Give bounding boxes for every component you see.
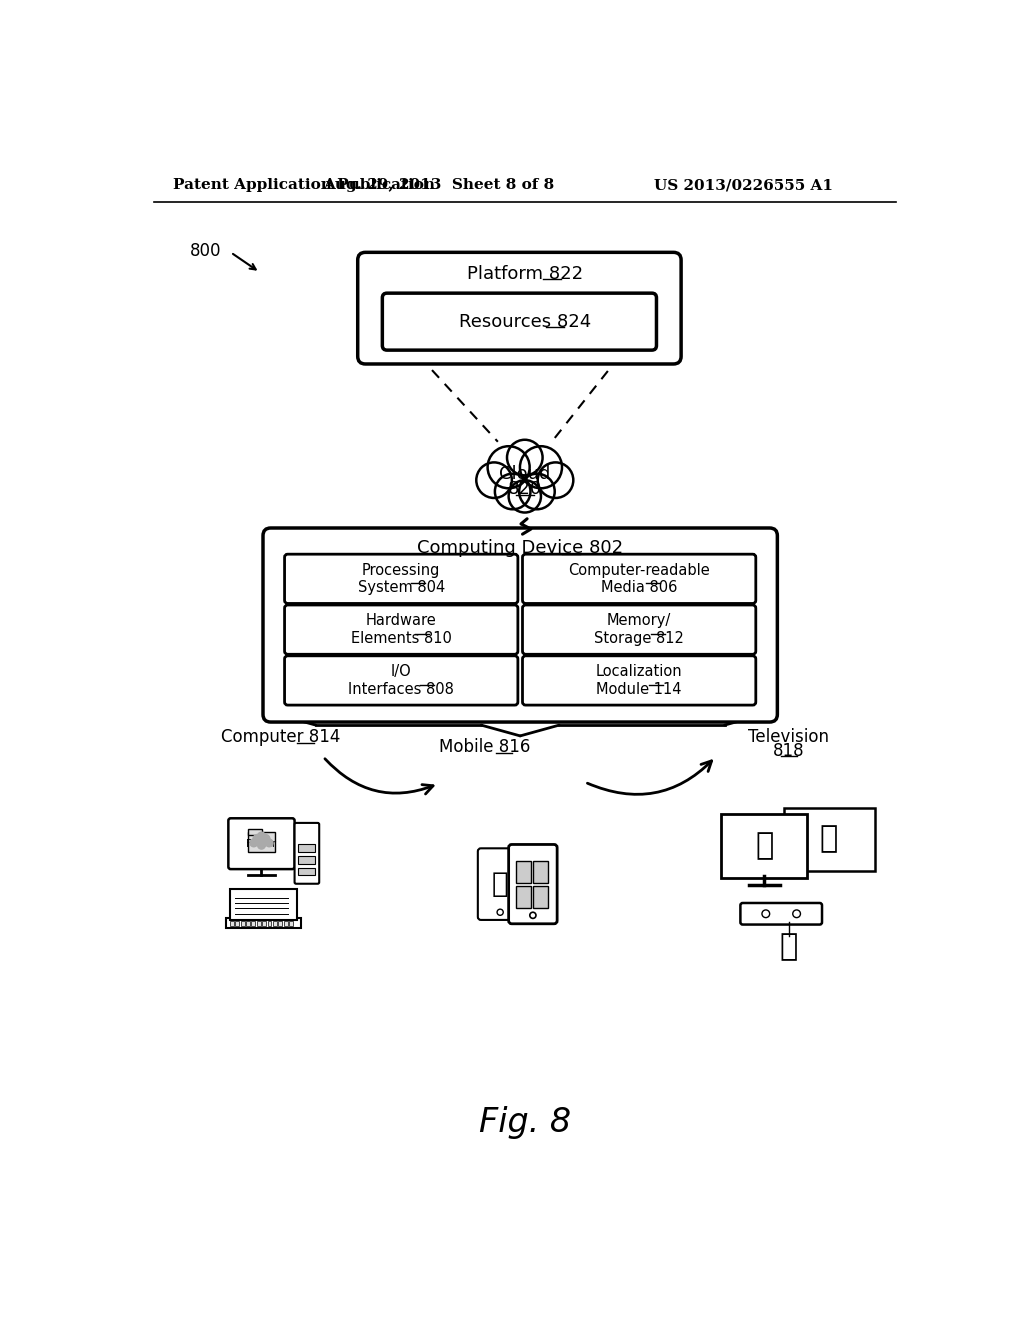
FancyBboxPatch shape	[532, 886, 548, 908]
Circle shape	[509, 480, 541, 512]
FancyBboxPatch shape	[295, 822, 319, 884]
Bar	[246, 921, 250, 927]
Text: 🐕: 🐕	[492, 870, 509, 898]
Text: Computing Device 802: Computing Device 802	[417, 539, 624, 557]
Bar	[262, 921, 266, 927]
FancyBboxPatch shape	[228, 818, 295, 869]
Bar	[289, 921, 293, 927]
FancyBboxPatch shape	[740, 903, 822, 924]
FancyBboxPatch shape	[285, 605, 518, 655]
Circle shape	[487, 446, 529, 488]
Bar	[230, 921, 233, 927]
FancyBboxPatch shape	[298, 845, 315, 853]
Bar	[236, 921, 240, 927]
Circle shape	[519, 474, 555, 510]
Text: 🎮: 🎮	[780, 932, 798, 961]
FancyBboxPatch shape	[522, 554, 756, 603]
Text: Television: Television	[749, 729, 829, 746]
FancyBboxPatch shape	[783, 808, 876, 871]
Circle shape	[258, 841, 265, 849]
Text: 818: 818	[773, 742, 805, 760]
Text: Patent Application Publication: Patent Application Publication	[173, 178, 435, 193]
FancyBboxPatch shape	[285, 656, 518, 705]
Text: Mobile 816: Mobile 816	[439, 738, 530, 756]
Text: Memory/
Storage 812: Memory/ Storage 812	[594, 614, 684, 645]
FancyBboxPatch shape	[248, 832, 275, 853]
FancyBboxPatch shape	[515, 886, 531, 908]
FancyBboxPatch shape	[721, 813, 807, 878]
Text: Computer 814: Computer 814	[221, 729, 340, 746]
FancyBboxPatch shape	[478, 849, 522, 920]
Text: I/O
Interfaces 808: I/O Interfaces 808	[348, 664, 455, 697]
FancyArrowPatch shape	[325, 759, 433, 793]
FancyArrowPatch shape	[588, 760, 712, 795]
Circle shape	[507, 440, 543, 475]
FancyBboxPatch shape	[298, 857, 315, 863]
Text: Computer-readable
Media 806: Computer-readable Media 806	[568, 562, 710, 595]
FancyBboxPatch shape	[226, 919, 301, 928]
Bar	[257, 921, 261, 927]
Text: Cloud: Cloud	[499, 465, 551, 483]
Circle shape	[476, 462, 512, 498]
Bar	[267, 921, 271, 927]
Bar	[279, 921, 283, 927]
Bar	[284, 921, 288, 927]
FancyBboxPatch shape	[263, 528, 777, 722]
Text: Hardware
Elements 810: Hardware Elements 810	[351, 614, 452, 645]
FancyBboxPatch shape	[357, 252, 681, 364]
Text: Platform 822: Platform 822	[467, 265, 583, 282]
Text: Processing
System 804: Processing System 804	[357, 562, 444, 595]
Text: 🧗: 🧗	[755, 832, 773, 861]
Text: 🌳: 🌳	[820, 825, 838, 854]
Circle shape	[520, 446, 562, 488]
Circle shape	[265, 840, 273, 847]
Text: 820: 820	[508, 480, 542, 499]
Text: Aug. 29, 2013  Sheet 8 of 8: Aug. 29, 2013 Sheet 8 of 8	[323, 178, 554, 193]
Circle shape	[250, 840, 258, 847]
FancyBboxPatch shape	[382, 293, 656, 350]
FancyBboxPatch shape	[230, 890, 297, 920]
FancyBboxPatch shape	[285, 554, 518, 603]
Bar	[252, 921, 255, 927]
Circle shape	[253, 834, 262, 843]
Circle shape	[261, 834, 270, 843]
Circle shape	[538, 462, 573, 498]
Circle shape	[258, 832, 265, 840]
FancyBboxPatch shape	[522, 656, 756, 705]
FancyBboxPatch shape	[298, 867, 315, 875]
Text: 800: 800	[189, 242, 221, 260]
Text: Fig. 8: Fig. 8	[479, 1106, 570, 1139]
Text: Resources 824: Resources 824	[459, 313, 591, 330]
Text: Folder: Folder	[247, 838, 276, 849]
FancyBboxPatch shape	[248, 829, 262, 836]
Text: US 2013/0226555 A1: US 2013/0226555 A1	[654, 178, 834, 193]
FancyBboxPatch shape	[509, 845, 557, 924]
FancyBboxPatch shape	[532, 862, 548, 883]
Bar	[241, 921, 245, 927]
FancyBboxPatch shape	[522, 605, 756, 655]
Text: Localization
Module 114: Localization Module 114	[596, 664, 682, 697]
FancyBboxPatch shape	[515, 862, 531, 883]
Bar	[273, 921, 276, 927]
Circle shape	[495, 474, 530, 510]
